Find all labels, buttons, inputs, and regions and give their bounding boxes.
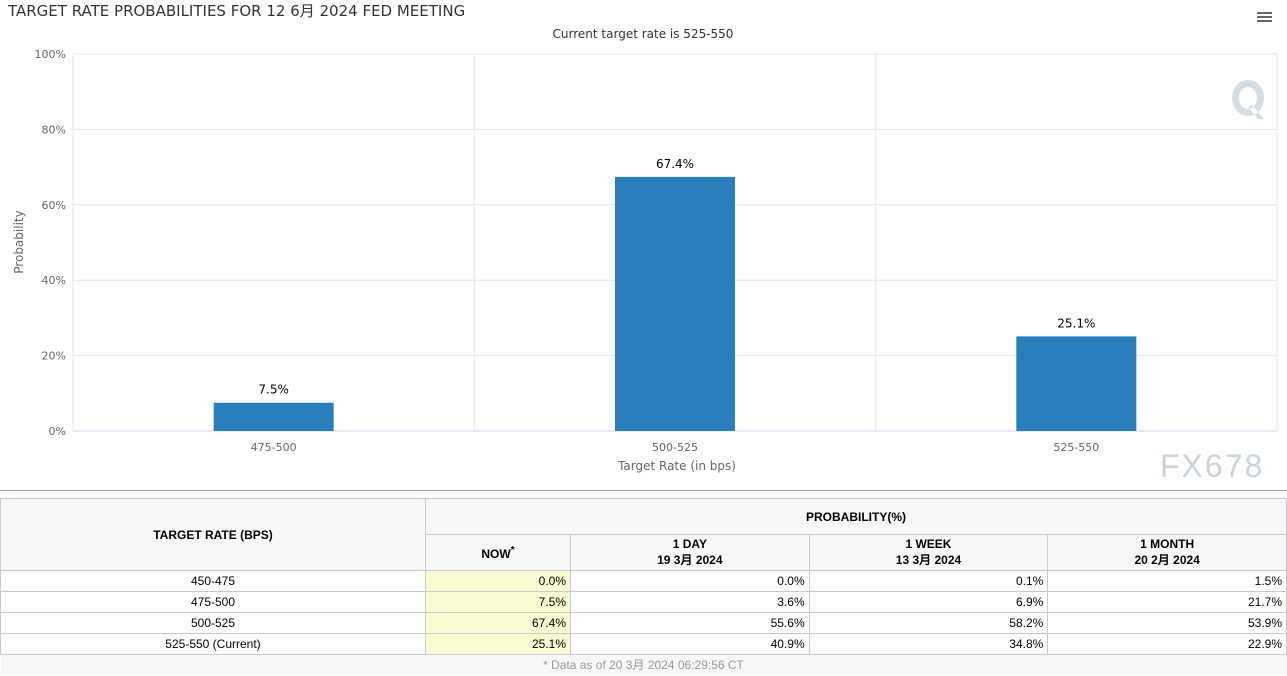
probability-cell: 67.4% bbox=[425, 612, 571, 634]
watermark: FX678 bbox=[1160, 448, 1265, 484]
col-date: 13 3月 2024 bbox=[895, 553, 962, 567]
probability-cell: 1.5% bbox=[1047, 570, 1287, 592]
rate-cell: 525-550 (Current) bbox=[0, 633, 426, 655]
probability-cell: 21.7% bbox=[1047, 591, 1287, 613]
x-axis-label: Target Rate (in bps) bbox=[617, 459, 736, 473]
bar bbox=[213, 402, 334, 431]
probability-cell: 55.6% bbox=[570, 612, 810, 634]
probability-cell: 0.0% bbox=[425, 570, 571, 592]
probability-cell: 53.9% bbox=[1047, 612, 1287, 634]
probability-cell: 25.1% bbox=[425, 633, 571, 655]
asterisk: * bbox=[510, 544, 515, 556]
probability-cell: 0.0% bbox=[570, 570, 810, 592]
x-tick-label: 525-550 bbox=[1053, 441, 1099, 454]
footnote: * Data as of 20 3月 2024 06:29:56 CT bbox=[0, 654, 1287, 674]
table-row: 500-525 67.4% 55.6% 58.2% 53.9% bbox=[0, 612, 1287, 634]
y-tick-label: 20% bbox=[42, 350, 66, 363]
chart-title: TARGET RATE PROBABILITIES FOR 12 6月 2024… bbox=[7, 2, 465, 20]
column-header: NOW* bbox=[425, 534, 571, 571]
divider bbox=[0, 490, 1287, 491]
table-row: 525-550 (Current) 25.1% 40.9% 34.8% 22.9% bbox=[0, 633, 1287, 655]
x-tick-label: 475-500 bbox=[251, 441, 297, 454]
col-label: NOW bbox=[481, 546, 511, 561]
bar bbox=[1016, 336, 1137, 431]
table-row: 450-475 0.0% 0.0% 0.1% 1.5% bbox=[0, 570, 1287, 592]
probability-cell: 58.2% bbox=[808, 612, 1049, 634]
x-tick-label: 500-525 bbox=[652, 441, 698, 454]
probability-cell: 34.8% bbox=[808, 633, 1049, 655]
y-tick-label: 80% bbox=[42, 123, 66, 136]
y-tick-label: 40% bbox=[42, 274, 66, 287]
rate-cell: 500-525 bbox=[0, 612, 426, 634]
probability-cell: 7.5% bbox=[425, 591, 571, 613]
bar bbox=[615, 176, 735, 431]
rate-cell: 475-500 bbox=[0, 591, 426, 613]
table-row: 475-500 7.5% 3.6% 6.9% 21.7% bbox=[0, 591, 1287, 613]
rate-cell: 450-475 bbox=[0, 570, 426, 592]
probability-cell: 6.9% bbox=[808, 591, 1049, 613]
col-date: 20 2月 2024 bbox=[1134, 553, 1200, 567]
probability-table: TARGET RATE (BPS) PROBABILITY(%) NOW* 1 D… bbox=[0, 498, 1287, 674]
col-label: 1 WEEK bbox=[905, 537, 952, 551]
col-label: 1 MONTH bbox=[1140, 537, 1195, 551]
data-label: 67.4% bbox=[656, 157, 694, 171]
column-header: 1 WEEK 13 3月 2024 bbox=[808, 534, 1049, 571]
header-probability: PROBABILITY(%) bbox=[425, 498, 1287, 535]
col-date: 19 3月 2024 bbox=[657, 553, 723, 567]
probability-cell: 40.9% bbox=[570, 633, 810, 655]
data-label: 7.5% bbox=[258, 383, 289, 397]
col-label: 1 DAY bbox=[672, 537, 707, 551]
header-target-rate: TARGET RATE (BPS) bbox=[0, 498, 426, 571]
y-tick-label: 100% bbox=[35, 48, 66, 61]
probability-cell: 0.1% bbox=[808, 570, 1049, 592]
column-header: 1 MONTH 20 2月 2024 bbox=[1047, 534, 1287, 571]
y-axis-label: Probability bbox=[12, 210, 26, 273]
probability-cell: 22.9% bbox=[1047, 633, 1287, 655]
chart-subtitle: Current target rate is 525-550 bbox=[553, 27, 734, 41]
hamburger-menu-icon[interactable] bbox=[1257, 10, 1272, 24]
data-label: 25.1% bbox=[1057, 316, 1095, 330]
y-tick-label: 60% bbox=[42, 199, 66, 212]
column-header: 1 DAY 19 3月 2024 bbox=[570, 534, 810, 571]
y-tick-label: 0% bbox=[49, 425, 66, 438]
bar-chart: TARGET RATE PROBABILITIES FOR 12 6月 2024… bbox=[7, 2, 1278, 473]
probability-cell: 3.6% bbox=[570, 591, 810, 613]
logo-q-icon bbox=[1232, 80, 1265, 119]
